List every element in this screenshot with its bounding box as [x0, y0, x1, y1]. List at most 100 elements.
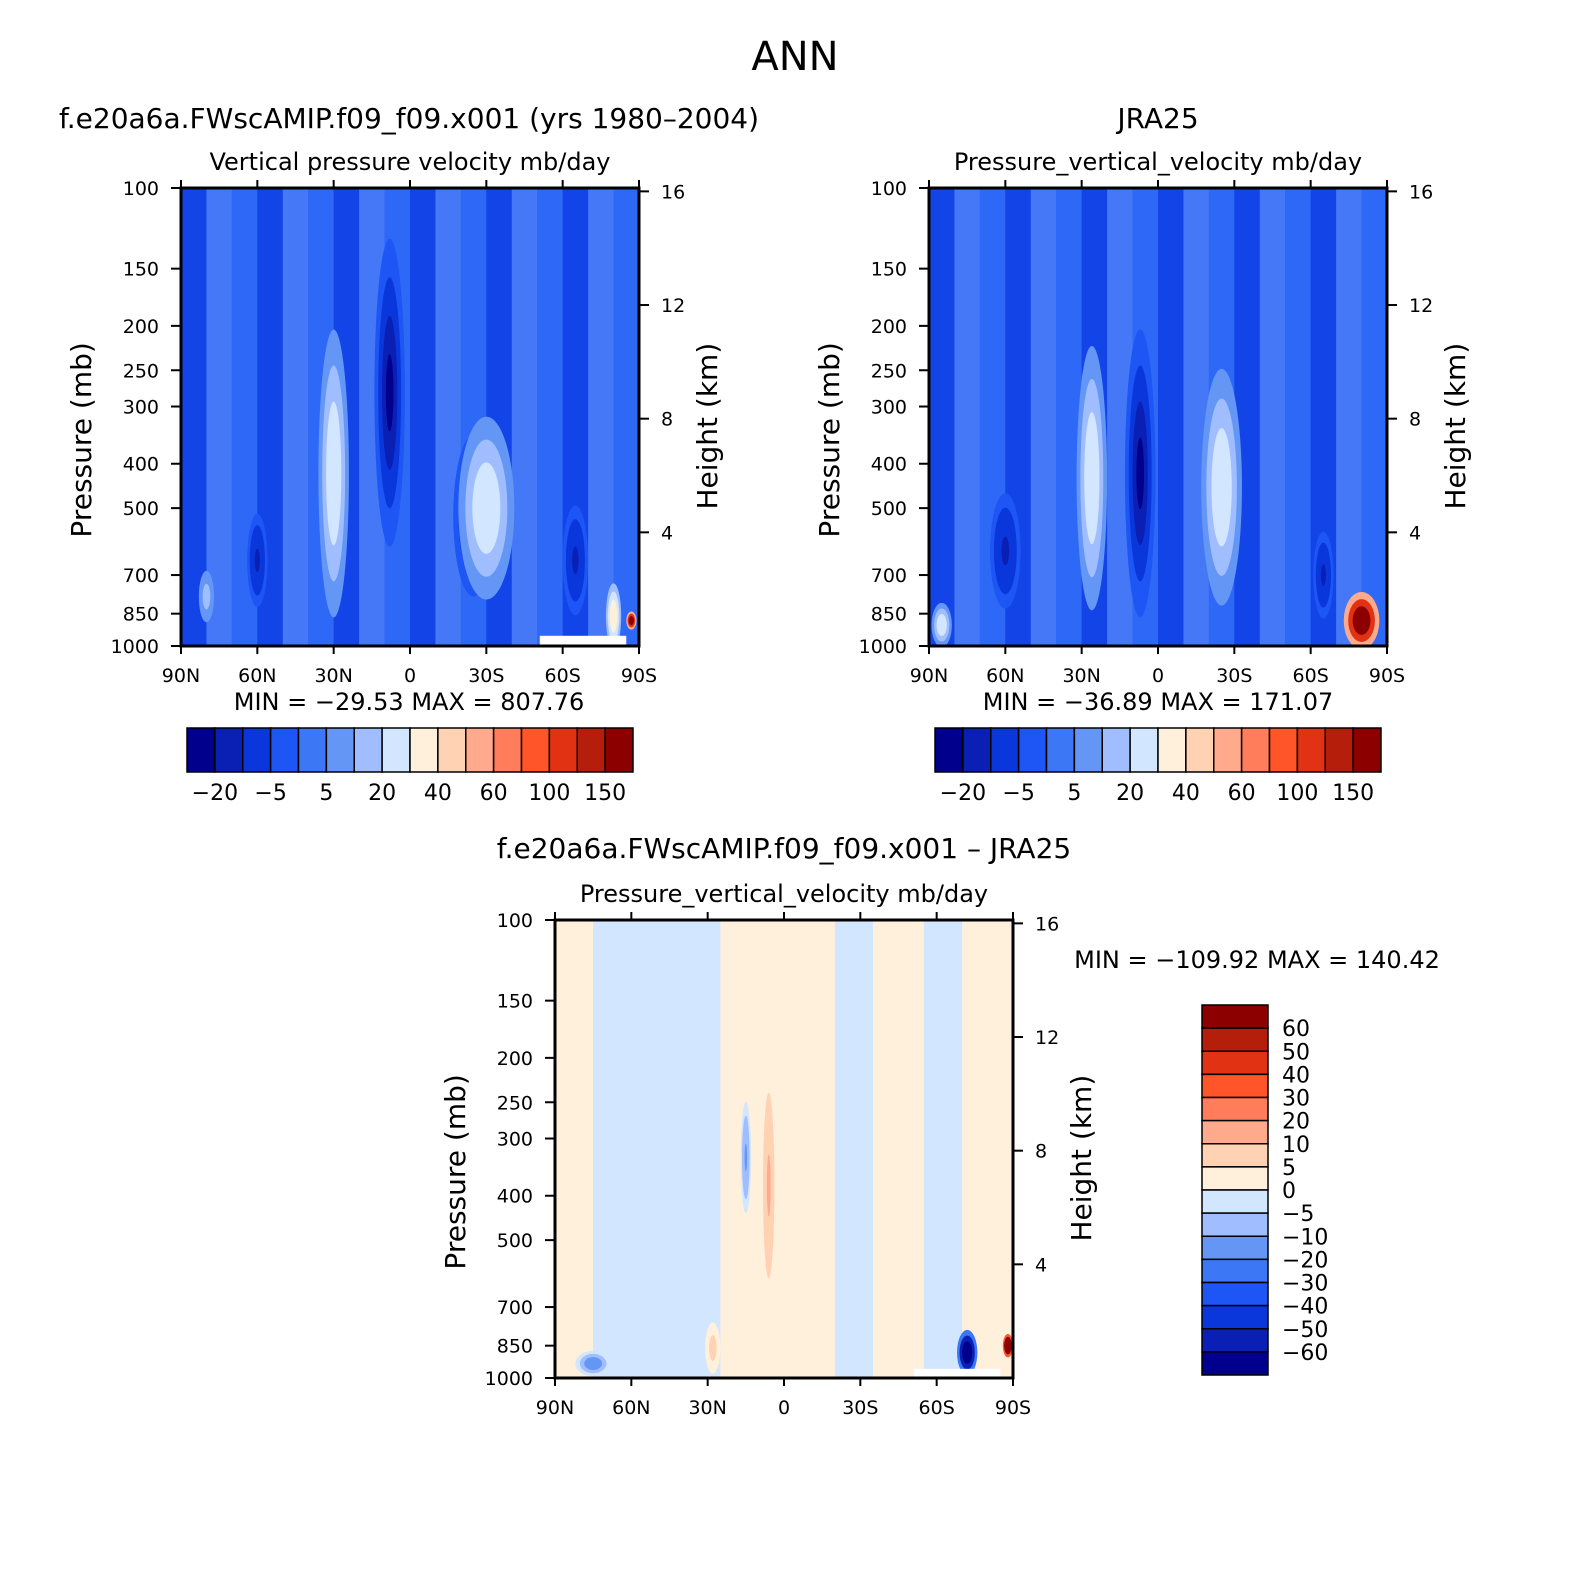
- colorbar-label: 100: [1276, 781, 1318, 806]
- x-tick-label: 30N: [1062, 665, 1100, 687]
- colorbar-swatch: [1201, 1212, 1269, 1237]
- y-tick-label: 300: [871, 397, 907, 419]
- contour-1-1: [710, 1341, 715, 1355]
- x-tick-label: 60S: [919, 1397, 955, 1419]
- colorbar-label: 40: [1172, 781, 1200, 806]
- colorbar-swatch: [1045, 727, 1076, 773]
- colorbar-swatch: [1240, 727, 1271, 773]
- colorbar-swatch: [1185, 727, 1215, 773]
- colorbar-swatch: [1101, 727, 1131, 773]
- band-10: [435, 188, 461, 646]
- band-3: [834, 920, 874, 1378]
- band-9: [410, 188, 436, 646]
- colorbar-swatch: [1073, 727, 1103, 773]
- y2-tick-label: 8: [661, 409, 673, 431]
- y2-tick-label: 12: [661, 295, 685, 317]
- y2-axis-label: Height (km): [691, 343, 724, 510]
- y-tick-label: 200: [123, 316, 159, 338]
- colorbar-swatch: [381, 727, 411, 773]
- panel-header: f.e20a6a.FWscAMIP.f09_f09.x001 – JRA25: [497, 832, 1071, 865]
- y-tick-label: 1000: [111, 636, 159, 658]
- x-tick-label: 60N: [238, 665, 276, 687]
- colorbar-label: −60: [1282, 1341, 1328, 1366]
- colorbar-label: 5: [1067, 781, 1081, 806]
- colorbar-label: 5: [319, 781, 333, 806]
- colorbar-swatch: [437, 727, 467, 773]
- x-tick-label: 90N: [910, 665, 948, 687]
- colorbar-label: −30: [1282, 1272, 1328, 1297]
- colorbar-label: 20: [368, 781, 396, 806]
- colorbar-label: 60: [480, 781, 508, 806]
- colorbar-label: −5: [1282, 1202, 1314, 1227]
- colorbar-swatch: [604, 727, 634, 773]
- contour-8-1: [630, 618, 633, 623]
- band-17: [613, 188, 639, 646]
- colorbar-swatch: [325, 727, 355, 773]
- y-tick-label: 700: [123, 565, 159, 587]
- colorbar-swatch: [1201, 1143, 1269, 1168]
- contour-1-1: [1001, 536, 1010, 566]
- contour-6-1: [204, 590, 209, 603]
- y-tick-label: 850: [871, 604, 907, 626]
- x-tick-label: 30N: [314, 665, 352, 687]
- y-tick-label: 100: [497, 910, 533, 932]
- field: [181, 188, 639, 646]
- colorbar-swatch: [1352, 727, 1382, 773]
- missing-data: [539, 635, 627, 646]
- y-tick-label: 100: [123, 178, 159, 200]
- colorbar-swatch: [548, 727, 578, 773]
- min-max-stats: MIN = −29.53 MAX = 807.76: [234, 688, 584, 716]
- band-16: [1336, 188, 1362, 646]
- y-tick-label: 500: [871, 498, 907, 520]
- colorbar-swatch: [1201, 1073, 1269, 1099]
- colorbar-label: −40: [1282, 1295, 1328, 1320]
- colorbar-label: 30: [1282, 1087, 1310, 1112]
- y-tick-label: 300: [497, 1129, 533, 1151]
- colorbar-label: −5: [254, 781, 286, 806]
- band-1: [593, 920, 721, 1378]
- colorbar-swatch: [1296, 727, 1326, 773]
- y-tick-label: 700: [497, 1297, 533, 1319]
- colorbar-label: −20: [1282, 1248, 1328, 1273]
- panel-header: f.e20a6a.FWscAMIP.f09_f09.x001 (yrs 1980…: [59, 102, 759, 135]
- y2-tick-label: 4: [1409, 522, 1421, 544]
- colorbar-swatch: [1201, 1328, 1269, 1353]
- y-tick-label: 250: [123, 360, 159, 382]
- band-4: [1030, 188, 1057, 646]
- colorbar-swatch: [1324, 727, 1354, 773]
- y2-tick-label: 8: [1035, 1141, 1047, 1163]
- y2-tick-label: 16: [1409, 181, 1433, 203]
- x-tick-label: 90S: [1369, 665, 1405, 687]
- y2-axis-label: Height (km): [1065, 1075, 1098, 1242]
- band-13: [511, 188, 538, 646]
- y-axis-label: Pressure (mb): [65, 342, 98, 537]
- y2-axis-label: Height (km): [1439, 343, 1472, 510]
- colorbar-label: 60: [1228, 781, 1256, 806]
- colorbar-swatch: [1201, 1027, 1269, 1052]
- colorbar-label: −20: [192, 781, 238, 806]
- y-tick-label: 700: [871, 565, 907, 587]
- contour-6-1: [1357, 613, 1367, 628]
- contour-4-1: [964, 1346, 970, 1359]
- colorbar-swatch: [1201, 1235, 1269, 1261]
- y-tick-label: 400: [497, 1186, 533, 1208]
- field: [555, 920, 1013, 1378]
- min-max-stats: MIN = −109.92 MAX = 140.42: [1074, 946, 1440, 974]
- contour-2-1: [254, 548, 260, 573]
- y2-tick-label: 16: [1035, 913, 1059, 935]
- colorbar-label: 10: [1282, 1133, 1310, 1158]
- contour-4-1: [1216, 457, 1227, 517]
- band-4: [873, 920, 924, 1378]
- y2-tick-label: 4: [1035, 1254, 1047, 1276]
- colorbar-swatch: [1201, 1189, 1269, 1214]
- x-tick-label: 30N: [688, 1397, 726, 1419]
- y-tick-label: 200: [497, 1048, 533, 1070]
- y-tick-label: 150: [123, 259, 159, 281]
- colorbar-swatch: [242, 727, 272, 773]
- colorbar-label: −10: [1282, 1225, 1328, 1250]
- y-tick-label: 1000: [485, 1368, 533, 1390]
- colorbar-swatch: [465, 727, 495, 773]
- colorbar-label: 40: [424, 781, 452, 806]
- band-6: [962, 920, 1013, 1378]
